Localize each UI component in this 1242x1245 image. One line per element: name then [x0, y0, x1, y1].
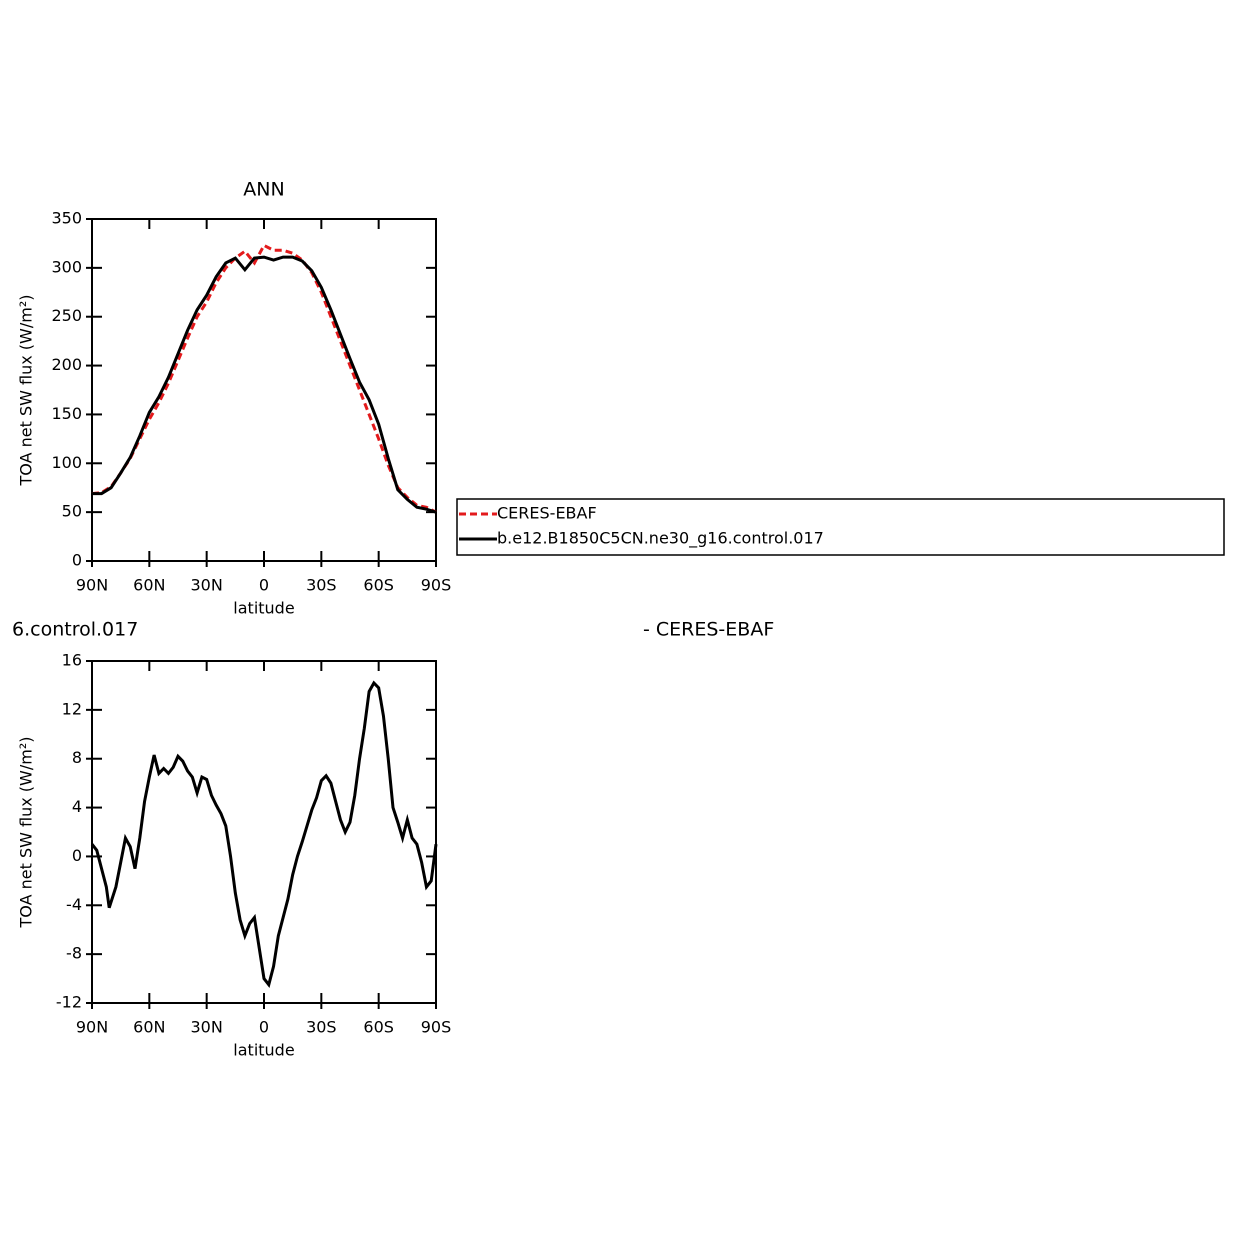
y-tick-label: 150: [51, 404, 82, 423]
x-tick-label: 30S: [306, 1018, 337, 1037]
chart-title: ANN: [243, 179, 284, 201]
y-tick-label: 300: [51, 257, 82, 276]
plot-frame: [91, 218, 437, 562]
y-tick-label: 250: [51, 306, 82, 325]
x-tick-label: 30N: [191, 576, 223, 595]
chart-title-left: 6.control.017: [12, 619, 138, 641]
y-tick-label: 12: [62, 699, 82, 718]
y-tick-label: 4: [72, 797, 82, 816]
data-line: [91, 243, 437, 514]
y-tick-label: 16: [62, 651, 82, 670]
x-tick-label: 60S: [363, 576, 394, 595]
y-tick-label: 8: [72, 748, 82, 767]
y-tick-label: 50: [62, 502, 82, 521]
plot-frame: [91, 660, 437, 1004]
y-tick-label: -12: [56, 993, 82, 1012]
legend-label: CERES-EBAF: [497, 504, 597, 523]
data-line: [92, 255, 437, 514]
y-tick-label: 100: [51, 453, 82, 472]
x-tick-label: 60N: [133, 576, 165, 595]
y-tick-label: 350: [51, 209, 82, 228]
x-tick-label: 60N: [133, 1018, 165, 1037]
y-tick-label: 200: [51, 355, 82, 374]
y-tick-label: -4: [66, 895, 82, 914]
data-line: [90, 680, 438, 988]
x-tick-label: 90N: [76, 576, 108, 595]
x-tick-label: 30N: [191, 1018, 223, 1037]
x-axis-label: latitude: [233, 1041, 294, 1060]
x-tick-label: 0: [259, 1018, 269, 1037]
y-axis-label: TOA net SW flux (W/m²): [17, 737, 36, 929]
chart-title-right: - CERES-EBAF: [643, 619, 774, 641]
x-tick-label: 90S: [421, 1018, 452, 1037]
legend-label: b.e12.B1850C5CN.ne30_g16.control.017: [497, 529, 824, 549]
y-tick-label: 0: [72, 551, 82, 570]
x-tick-label: 0: [259, 576, 269, 595]
y-tick-label: -8: [66, 944, 82, 963]
x-tick-label: 30S: [306, 576, 337, 595]
y-tick-label: 0: [72, 846, 82, 865]
x-tick-label: 90S: [421, 576, 452, 595]
x-axis-label: latitude: [233, 599, 294, 618]
y-axis-label: TOA net SW flux (W/m²): [17, 295, 36, 487]
legend-box: [456, 498, 1225, 556]
x-tick-label: 90N: [76, 1018, 108, 1037]
x-tick-label: 60S: [363, 1018, 394, 1037]
